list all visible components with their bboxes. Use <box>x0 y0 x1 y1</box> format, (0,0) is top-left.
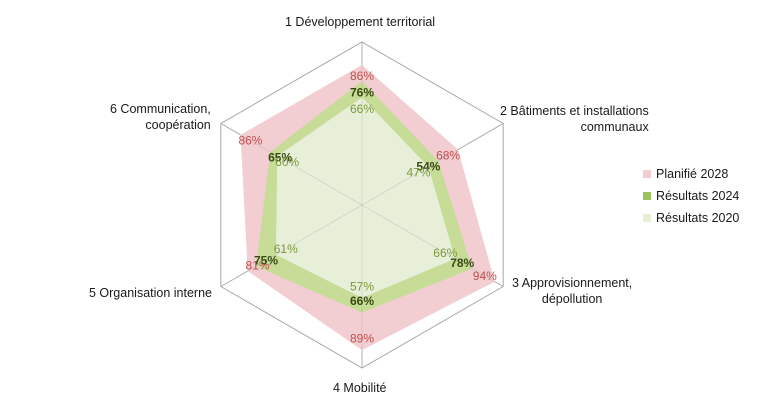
axis-label-1: 1 Développement territorial <box>285 15 436 29</box>
data-label-resultats-2024-3: 78% <box>450 256 474 270</box>
data-label-resultats-2020-6: 60% <box>275 155 299 169</box>
data-label-planifie-2028-5: 81% <box>246 258 270 272</box>
legend-item-planifie-2028: Planifié 2028 <box>643 163 739 185</box>
grid-spoke-overlay-2 <box>361 123 504 206</box>
legend-label-planifie-2028: Planifié 2028 <box>656 167 729 181</box>
grid-spoke-overlay-3 <box>361 204 504 287</box>
data-label-planifie-2028-4: 89% <box>350 332 374 346</box>
data-label-planifie-2028-2: 68% <box>436 148 460 162</box>
legend-swatch-resultats-2024 <box>643 192 651 200</box>
data-label-resultats-2020-1: 66% <box>350 102 374 116</box>
legend-label-resultats-2024: Résultats 2024 <box>656 189 740 203</box>
data-label-planifie-2028-3: 94% <box>473 269 497 283</box>
legend-item-resultats-2020: Résultats 2020 <box>643 207 739 229</box>
axis-label-4: 4 Mobilité <box>333 381 387 395</box>
grid-spoke-overlay-6 <box>220 123 363 206</box>
data-label-resultats-2020-2: 47% <box>406 165 430 179</box>
data-label-resultats-2024-5: 75% <box>254 253 278 267</box>
data-label-resultats-2024-1: 76% <box>350 86 374 100</box>
radar-series <box>220 42 504 368</box>
series-area-resultats-2020 <box>275 97 456 298</box>
data-label-planifie-2028-6: 86% <box>238 134 262 148</box>
axis-label-2: 2 Bâtiments et installations communaux <box>500 104 649 134</box>
data-label-resultats-2020-5: 61% <box>274 242 298 256</box>
legend: Planifié 2028 Résultats 2024 Résultats 2… <box>643 163 739 229</box>
axis-label-5: 5 Organisation interne <box>89 286 212 300</box>
data-label-resultats-2020-3: 66% <box>433 246 457 260</box>
data-label-resultats-2024-6: 65% <box>268 151 292 165</box>
axis-label-6: 6 Communication, coopération <box>110 102 211 132</box>
data-label-resultats-2024-2: 54% <box>416 160 440 174</box>
legend-item-resultats-2024: Résultats 2024 <box>643 185 739 207</box>
data-label-planifie-2028-1: 86% <box>350 69 374 83</box>
legend-swatch-planifie-2028 <box>643 170 651 178</box>
axis-label-3: 3 Approvisionnement, dépollution <box>512 276 633 306</box>
legend-label-resultats-2020: Résultats 2020 <box>656 211 740 225</box>
data-label-resultats-2020-4: 57% <box>350 280 374 294</box>
data-label-resultats-2024-4: 66% <box>350 294 374 308</box>
data-labels: 86%68%94%89%81%86%76%54%78%66%75%65%66%4… <box>238 69 497 345</box>
legend-swatch-resultats-2020 <box>643 214 651 222</box>
grid-spoke-overlay-5 <box>220 204 363 287</box>
